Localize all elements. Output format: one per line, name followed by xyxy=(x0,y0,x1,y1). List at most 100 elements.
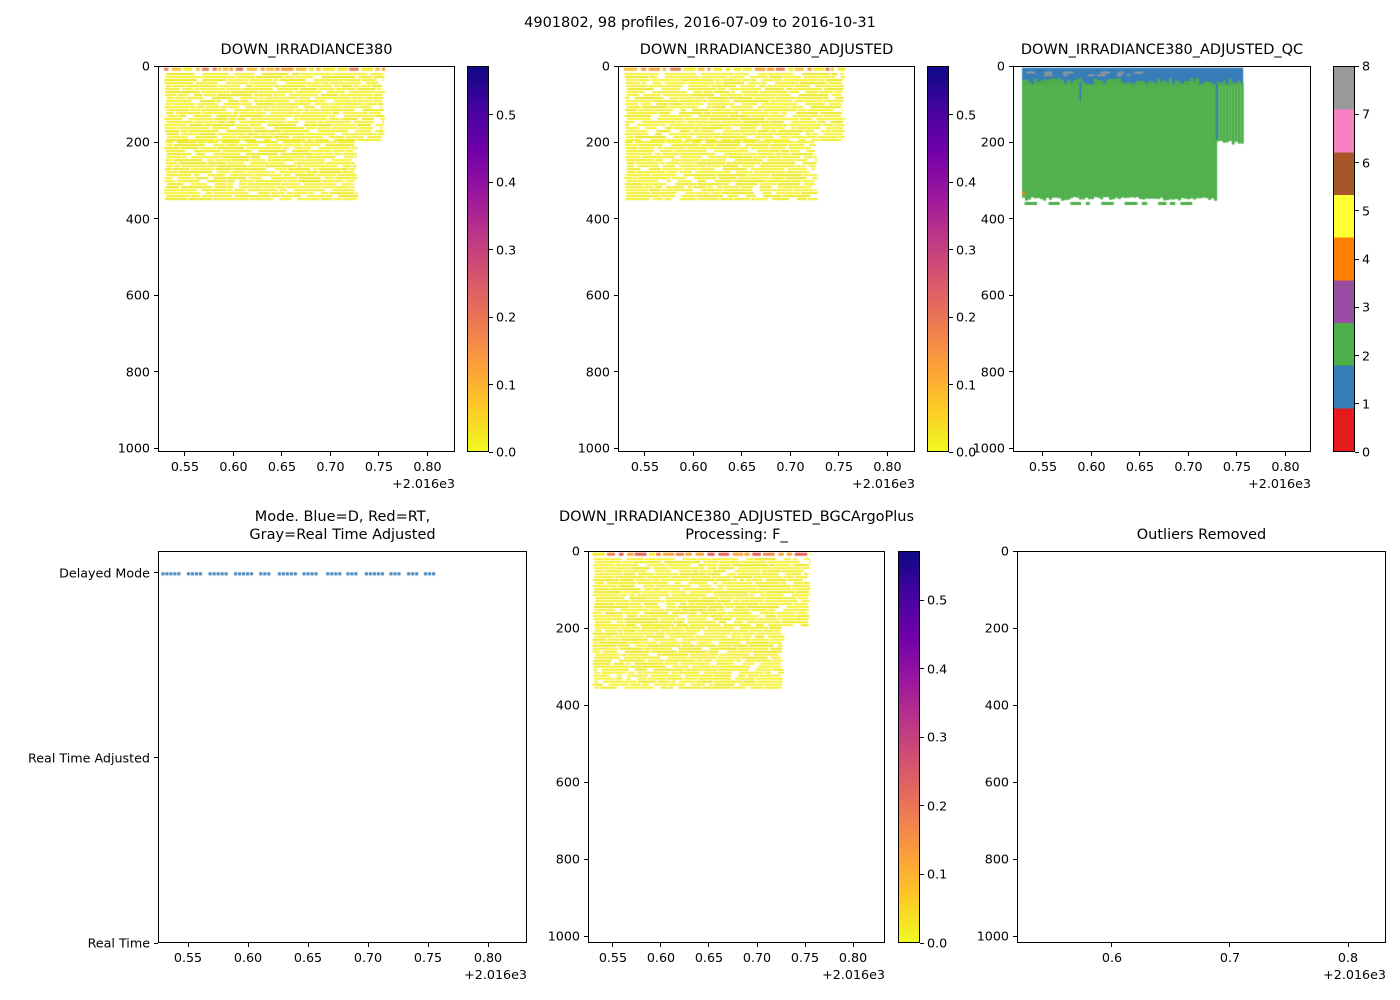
y-tick xyxy=(614,218,618,220)
x-tick xyxy=(756,943,758,947)
y-tick xyxy=(614,294,618,296)
x-tick xyxy=(692,452,694,456)
y-tick-label: 1000 xyxy=(577,440,610,456)
x-tick xyxy=(1111,943,1113,947)
y-tick xyxy=(584,935,588,937)
x-tick xyxy=(281,452,283,456)
x-offset-label: +2.016e3 xyxy=(852,476,915,491)
y-tick-label: 1000 xyxy=(547,928,580,944)
x-tick-label: 0.60 xyxy=(646,950,676,965)
x-tick-label: 0.80 xyxy=(838,950,868,965)
y-tick-label: 0 xyxy=(1000,543,1009,559)
x-tick xyxy=(232,452,234,456)
plot-canvas-outliers-removed xyxy=(1018,552,1385,942)
y-tick xyxy=(584,627,588,629)
x-offset-label: +2.016e3 xyxy=(1248,476,1311,491)
x-tick xyxy=(612,943,614,947)
x-tick xyxy=(1347,943,1349,947)
colorbar-tick-label: 4 xyxy=(1362,251,1371,267)
y-tick-label: 200 xyxy=(980,134,1005,150)
x-tick xyxy=(1187,452,1189,456)
x-tick-label: 0.75 xyxy=(1222,459,1252,474)
x-tick xyxy=(184,452,186,456)
y-tick xyxy=(614,371,618,373)
colorbar-tick xyxy=(949,181,953,183)
colorbar-tick-label: 0.2 xyxy=(496,309,517,325)
y-tick-label: 1000 xyxy=(972,440,1005,456)
colorbar-tick xyxy=(1355,306,1359,308)
y-tick-label: 0 xyxy=(996,58,1005,74)
y-tick-label: 800 xyxy=(585,364,610,380)
x-offset-label: +2.016e3 xyxy=(392,476,455,491)
x-tick xyxy=(427,943,429,947)
colorbar-tick xyxy=(489,114,493,116)
x-tick-label: 0.60 xyxy=(679,459,708,474)
x-tick xyxy=(1236,452,1238,456)
panel-title-down-irradiance380-adjusted-bgcargoplus: DOWN_IRRADIANCE380_ADJUSTED_BGCArgoPlus P… xyxy=(558,509,915,543)
colorbar-tick xyxy=(1355,258,1359,260)
panel-title-down-irradiance380-adjusted-qc: DOWN_IRRADIANCE380_ADJUSTED_QC xyxy=(1020,42,1304,58)
y-tick xyxy=(1013,704,1017,706)
y-tick-label: 0 xyxy=(141,58,150,74)
y-tick xyxy=(154,572,158,574)
x-tick xyxy=(1139,452,1141,456)
y-tick xyxy=(1009,65,1013,67)
x-tick xyxy=(329,452,331,456)
panel-title-outliers-removed: Outliers Removed xyxy=(1136,527,1267,543)
colorbar-tick xyxy=(920,599,924,601)
colorbar-tick xyxy=(489,249,493,251)
colorbar-tick-label: 0.3 xyxy=(496,242,517,258)
x-tick-label: 0.55 xyxy=(630,459,660,474)
y-tick xyxy=(1013,781,1017,783)
x-tick xyxy=(487,943,489,947)
x-tick-label: 0.75 xyxy=(824,459,854,474)
y-tick xyxy=(584,704,588,706)
colorbar-tick-label: 0.4 xyxy=(927,661,948,677)
colorbar-tick-label: 3 xyxy=(1362,299,1371,315)
colorbar-tick xyxy=(920,668,924,670)
colorbar-tick xyxy=(920,873,924,875)
colorbar-tick xyxy=(1355,113,1359,115)
colorbar-tick xyxy=(1355,210,1359,212)
x-tick xyxy=(804,943,806,947)
y-tick xyxy=(154,218,158,220)
colorbar-tick xyxy=(489,451,493,453)
x-tick-label: 0.7 xyxy=(1219,950,1241,965)
panel-title-down-irradiance380-adjusted: DOWN_IRRADIANCE380_ADJUSTED xyxy=(639,42,894,58)
colorbar-tick xyxy=(489,181,493,183)
y-tick xyxy=(1009,218,1013,220)
y-tick xyxy=(154,294,158,296)
plot-canvas-down-irradiance380-adjusted-bgcargoplus xyxy=(589,552,884,942)
x-tick-label: 0.55 xyxy=(1028,459,1058,474)
y-tick-label: 600 xyxy=(984,774,1009,790)
x-tick-label: 0.80 xyxy=(413,459,442,474)
y-tick xyxy=(154,447,158,449)
y-tick xyxy=(584,550,588,552)
x-tick-label: 0.65 xyxy=(267,459,297,474)
colorbar-tick xyxy=(949,249,953,251)
colorbar-down-irradiance380-adjusted-qc xyxy=(1333,66,1355,452)
colorbar-tick xyxy=(489,316,493,318)
y-tick-label: 600 xyxy=(555,774,580,790)
colorbar-tick xyxy=(949,316,953,318)
x-tick xyxy=(852,943,854,947)
y-tick-label: 800 xyxy=(984,851,1009,867)
x-tick xyxy=(367,943,369,947)
colorbar-tick xyxy=(949,114,953,116)
x-tick-label: 0.65 xyxy=(293,950,323,965)
x-tick-label: 0.70 xyxy=(742,950,772,965)
colorbar-tick-label: 1 xyxy=(1362,396,1371,412)
x-tick xyxy=(1229,943,1231,947)
y-tick xyxy=(584,858,588,860)
y-tick xyxy=(1013,935,1017,937)
y-tick xyxy=(614,141,618,143)
y-tick-label: 200 xyxy=(984,620,1009,636)
x-tick xyxy=(660,943,662,947)
y-tick-label: 800 xyxy=(555,851,580,867)
colorbar-tick-label: 0.2 xyxy=(927,798,948,814)
x-tick-label: 0.70 xyxy=(353,950,383,965)
y-tick xyxy=(1009,371,1013,373)
x-tick xyxy=(187,943,189,947)
x-tick-label: 0.80 xyxy=(1271,459,1300,474)
x-offset-label: +2.016e3 xyxy=(464,967,527,982)
